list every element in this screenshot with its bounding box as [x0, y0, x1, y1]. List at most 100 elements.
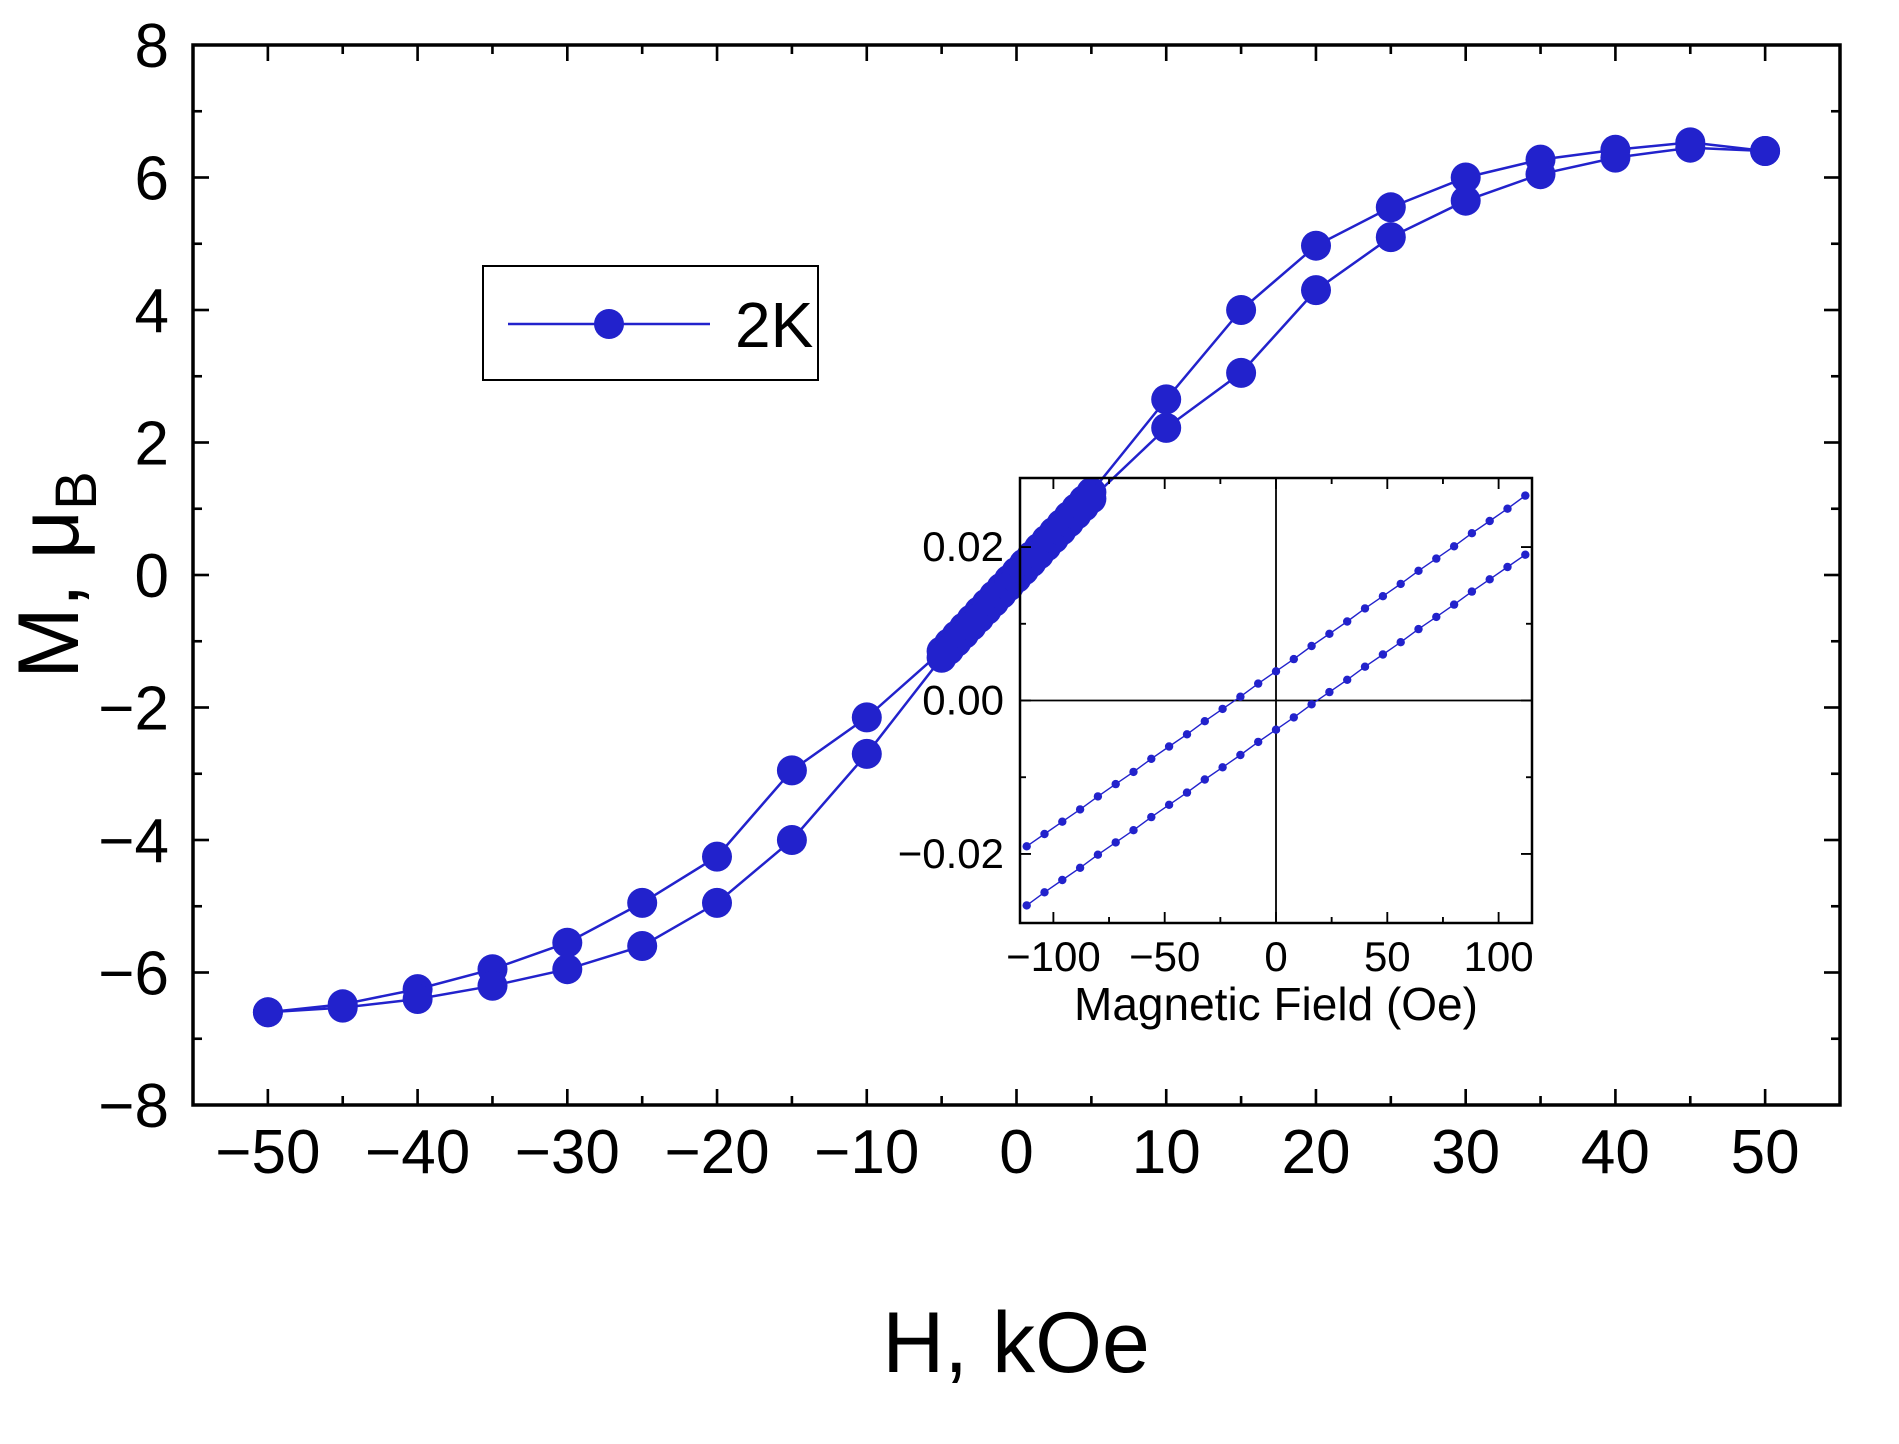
- data-point: [1360, 662, 1370, 671]
- data-point: [1343, 617, 1352, 626]
- y-tick-label: 4: [135, 277, 169, 346]
- data-point: [1147, 812, 1156, 822]
- data-point: [1040, 829, 1049, 839]
- data-point: [1675, 132, 1706, 163]
- data-point: [1485, 575, 1494, 584]
- data-point: [327, 992, 358, 1023]
- data-point: [627, 887, 658, 918]
- x-tick-label: −100: [1006, 933, 1101, 980]
- y-axis-title: M, μB: [1, 471, 109, 679]
- data-point: [851, 702, 882, 733]
- y-tick-label: −8: [98, 1072, 169, 1141]
- data-point: [1449, 542, 1459, 551]
- data-point: [1075, 863, 1085, 872]
- data-point: [1343, 675, 1352, 684]
- data-point: [1164, 800, 1174, 809]
- legend-label: 2K: [735, 289, 813, 361]
- data-point: [1485, 516, 1494, 526]
- x-tick-label: 0: [999, 1118, 1033, 1187]
- data-point: [1076, 483, 1107, 514]
- x-tick-label: −30: [515, 1118, 620, 1187]
- data-point: [1058, 875, 1067, 885]
- data-point: [1301, 230, 1331, 261]
- x-tick-label: −50: [215, 1118, 320, 1187]
- data-point: [1375, 192, 1406, 223]
- data-point: [1467, 587, 1477, 596]
- data-point: [1525, 159, 1556, 190]
- main-series-group: [252, 127, 1781, 1028]
- y-tick-label: −2: [98, 675, 169, 744]
- data-point: [1375, 222, 1406, 253]
- x-tick-label: 20: [1281, 1118, 1350, 1187]
- data-point: [1467, 529, 1477, 538]
- inset-x-axis-title: Magnetic Field (Oe): [1074, 978, 1478, 1030]
- x-tick-label: 50: [1364, 933, 1411, 980]
- data-point: [1040, 888, 1049, 897]
- data-point: [1200, 717, 1210, 726]
- data-point: [1432, 554, 1441, 563]
- legend-series-marker-icon: [594, 309, 624, 339]
- data-point: [1226, 295, 1257, 325]
- data-point: [1521, 491, 1530, 500]
- data-point: [1414, 624, 1423, 634]
- x-tick-label: 100: [1464, 933, 1534, 980]
- inset-crosshair-group: [1020, 478, 1532, 923]
- y-axis-title-subscript: B: [44, 471, 109, 510]
- x-axis-title: H, kOe: [882, 1295, 1150, 1391]
- data-point: [1147, 754, 1156, 763]
- data-point: [1254, 737, 1263, 747]
- y-tick-label: −6: [98, 940, 169, 1009]
- y-axis-title-main: M, μ: [1, 510, 97, 679]
- data-point: [776, 755, 807, 786]
- data-point: [1307, 641, 1316, 651]
- data-point: [1432, 612, 1441, 622]
- data-point: [1325, 629, 1334, 638]
- data-point: [702, 887, 732, 918]
- data-point: [252, 997, 283, 1028]
- data-point: [1093, 792, 1103, 801]
- x-tick-label: −40: [365, 1118, 470, 1187]
- x-tick-label: −10: [814, 1118, 919, 1187]
- y-tick-label: −4: [98, 807, 169, 876]
- data-point: [1750, 136, 1781, 166]
- data-point: [1151, 412, 1182, 443]
- data-point: [851, 738, 882, 769]
- data-point: [1600, 142, 1631, 173]
- x-tick-label: 50: [1731, 1118, 1800, 1187]
- x-tick-label: −20: [664, 1118, 769, 1187]
- x-tick-label: 40: [1581, 1118, 1650, 1187]
- data-point: [1378, 650, 1388, 659]
- y-tick-label: 6: [135, 145, 169, 214]
- y-tick-label: 0: [135, 542, 169, 611]
- data-point: [1378, 592, 1388, 601]
- data-point: [1022, 842, 1031, 851]
- data-point: [1289, 713, 1299, 722]
- data-point: [702, 841, 732, 872]
- data-point: [1200, 775, 1210, 784]
- data-point: [1449, 600, 1459, 609]
- inset-axes-group: −100 −50 0 50 100 −0.02 0.00 0.02: [898, 476, 1534, 980]
- data-point: [1503, 562, 1512, 572]
- data-point: [1289, 654, 1299, 664]
- data-point: [1182, 730, 1192, 739]
- data-point: [1271, 667, 1281, 676]
- data-point: [1521, 550, 1530, 559]
- data-point: [1414, 566, 1423, 575]
- data-point: [1503, 504, 1512, 513]
- data-point: [1129, 767, 1138, 777]
- data-point: [1075, 805, 1085, 814]
- inset-series-group: [1022, 491, 1530, 910]
- data-point: [1058, 817, 1067, 826]
- data-point: [477, 970, 508, 1001]
- data-point: [1360, 604, 1370, 613]
- data-point: [552, 927, 583, 958]
- data-point: [1022, 901, 1031, 910]
- data-point: [1093, 850, 1103, 859]
- data-point: [1129, 826, 1138, 835]
- data-point: [1218, 704, 1227, 714]
- data-point: [627, 931, 658, 961]
- data-point: [1450, 162, 1481, 193]
